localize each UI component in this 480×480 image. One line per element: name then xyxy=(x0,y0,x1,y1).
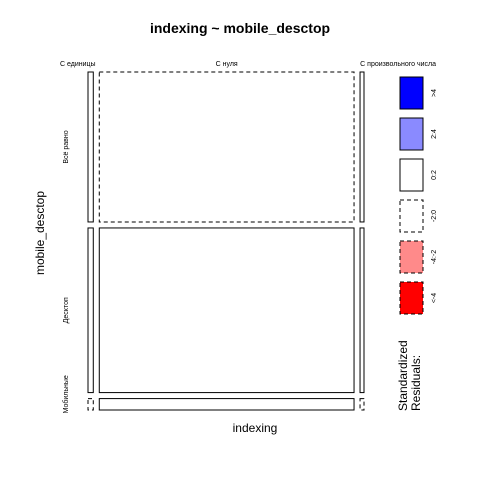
legend-swatch xyxy=(399,158,424,192)
x-category-label: С произвольного числа xyxy=(360,61,436,68)
legend-label: -2:0 xyxy=(431,210,438,222)
mosaic-cell xyxy=(87,71,94,223)
legend-label: <-4 xyxy=(431,293,438,303)
x-category-label: С единицы xyxy=(60,61,96,68)
legend-swatch xyxy=(399,240,424,274)
legend-label: 0:2 xyxy=(431,170,438,180)
legend-swatch xyxy=(399,76,424,110)
y-category-label: Всё равно xyxy=(63,130,70,163)
legend-swatch xyxy=(399,117,424,151)
x-axis-label: indexing xyxy=(232,421,278,435)
mosaic-cell xyxy=(359,71,365,223)
mosaic-cell xyxy=(98,71,355,223)
mosaic-cell xyxy=(87,227,94,394)
legend-label: 2:4 xyxy=(431,129,438,139)
legend-label: -4:-2 xyxy=(431,250,438,265)
y-category-label: Десктоп xyxy=(63,297,70,323)
mosaic-cell xyxy=(359,227,365,394)
y-category-label: Мобильные xyxy=(62,375,70,413)
chart-title: indexing ~ mobile_desctop xyxy=(149,20,331,36)
mosaic-cell xyxy=(98,227,355,394)
x-category-label: С нуля xyxy=(216,61,238,68)
legend-swatch xyxy=(399,199,424,233)
mosaic-cell xyxy=(87,398,94,411)
legend-title: Standardized Residuals: xyxy=(396,340,423,411)
mosaic-cell xyxy=(359,398,365,411)
y-axis-label: mobile_desctop xyxy=(33,190,47,276)
legend-label: >4 xyxy=(431,89,438,97)
mosaic-cell xyxy=(98,398,355,411)
legend-swatch xyxy=(399,281,424,315)
